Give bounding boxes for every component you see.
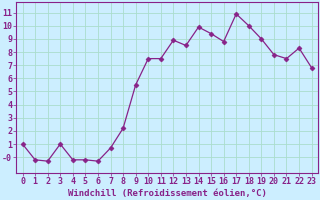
X-axis label: Windchill (Refroidissement éolien,°C): Windchill (Refroidissement éolien,°C) [68,189,267,198]
